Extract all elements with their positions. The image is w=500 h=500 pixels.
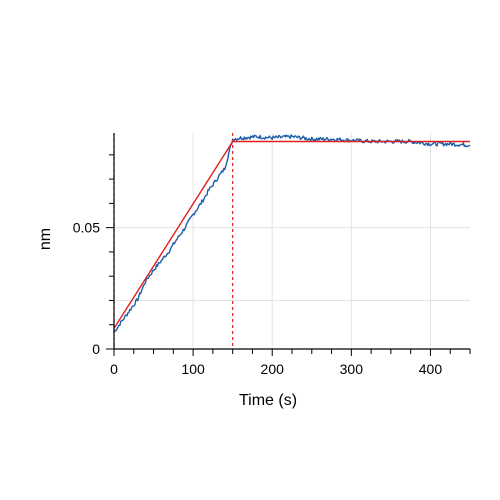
series-layer [113,134,471,333]
phase-markers [113,133,234,349]
x-tick-label: 100 [181,361,205,377]
x-axis-label: Time (s) [239,392,297,409]
y-tick-label: 0.05 [73,220,100,236]
grid-lines [114,133,470,349]
tick-labels: 0 100 200 300 400 0 0.05 [73,220,443,377]
axes [106,133,471,356]
x-tick-label: 400 [419,361,443,377]
x-tick-label: 0 [110,361,118,377]
y-axis-label: nm [37,228,54,250]
y-tick-label: 0 [92,341,100,357]
x-tick-label: 300 [340,361,364,377]
measured-trace [113,134,471,333]
x-tick-label: 200 [261,361,285,377]
